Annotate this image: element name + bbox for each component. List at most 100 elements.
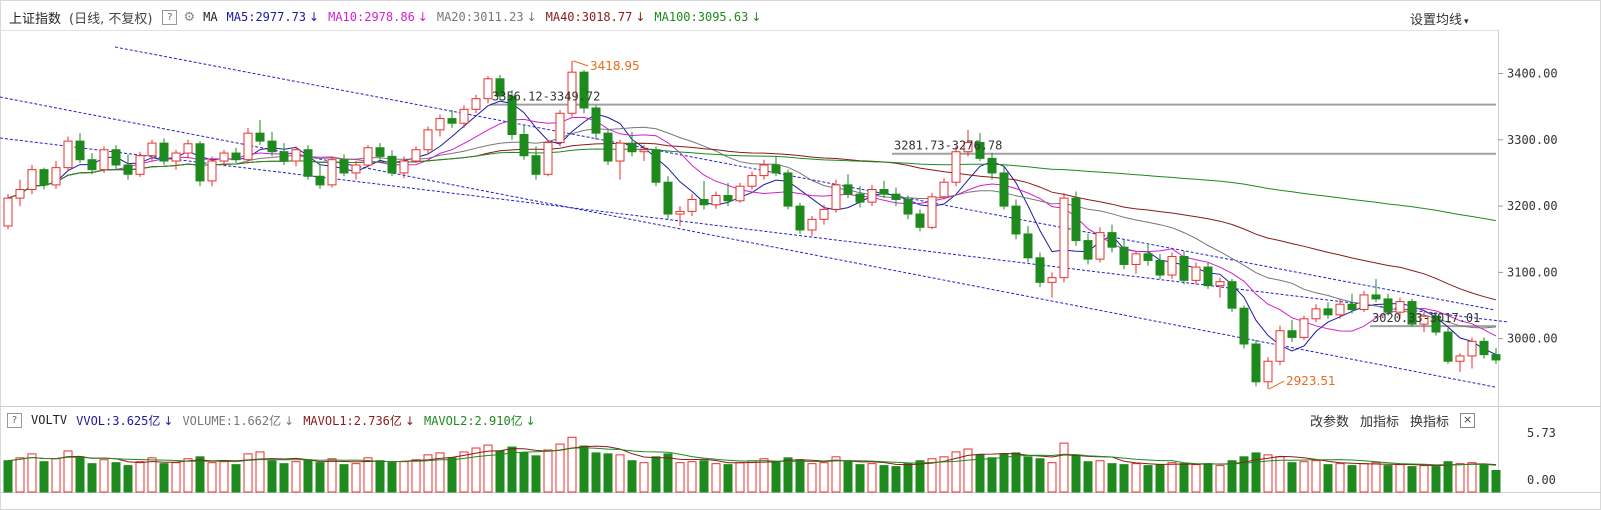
- volume-bar: [111, 462, 121, 493]
- candle-body: [1455, 355, 1465, 362]
- volume-bar: [927, 458, 937, 493]
- candle-body: [1287, 330, 1297, 338]
- candle-body: [555, 112, 565, 143]
- volume-bar: [1119, 464, 1129, 493]
- volume-bar: [267, 460, 277, 493]
- volume-bar: [135, 461, 145, 493]
- candle-body: [1059, 197, 1069, 279]
- candle-body: [1227, 281, 1237, 309]
- candle-body: [1083, 240, 1093, 260]
- volume-tick-label: 0.00: [1527, 473, 1556, 487]
- candle-body: [39, 169, 49, 186]
- channel-line: [114, 46, 1496, 311]
- y-tick-label: 3000.00: [1507, 332, 1558, 346]
- candle-body: [1119, 246, 1129, 265]
- volume-bar: [1167, 462, 1177, 493]
- candle-body: [483, 78, 493, 100]
- volume-bar: [1239, 456, 1249, 493]
- candle-body: [99, 149, 109, 171]
- volume-bar: [183, 458, 193, 493]
- candle-body: [651, 149, 661, 183]
- vol-value-2: MAVOL1:2.736亿: [303, 413, 402, 428]
- candle-body: [1095, 232, 1105, 260]
- candle-body: [399, 160, 409, 174]
- volume-bar: [1095, 460, 1105, 493]
- volume-bar: [531, 455, 541, 493]
- annotation-low: 2923.51: [1286, 374, 1336, 388]
- ma-value-4: MA100:3095.63: [654, 10, 749, 24]
- help-icon[interactable]: ?: [162, 9, 178, 25]
- candle-body: [1383, 298, 1393, 313]
- candle-body: [1443, 331, 1453, 362]
- volume-bar: [915, 460, 925, 493]
- volume-bar: [1443, 461, 1453, 493]
- volume-bar: [1467, 462, 1477, 493]
- candle-body: [831, 184, 841, 210]
- candle-body: [1239, 307, 1249, 345]
- arrow-down-icon: ↓: [284, 413, 295, 428]
- candle-body: [1323, 308, 1333, 316]
- candle-body: [363, 147, 373, 166]
- candle-body: [711, 194, 721, 206]
- candle-body: [567, 71, 577, 114]
- add-indicator-button[interactable]: 加指标: [1360, 415, 1400, 430]
- chevron-down-icon: ▾: [1464, 17, 1469, 27]
- candle-body: [975, 141, 985, 159]
- ma-value-1: MA10:2978.86: [328, 10, 415, 24]
- volume-bar: [579, 445, 589, 493]
- candle-body: [1335, 303, 1345, 316]
- volume-bar: [711, 463, 721, 493]
- gear-icon[interactable]: ⚙: [183, 9, 196, 25]
- volume-bar: [1287, 462, 1297, 493]
- change-params-button[interactable]: 改参数: [1310, 415, 1350, 430]
- candle-body: [1071, 197, 1081, 242]
- candle-body: [531, 155, 541, 175]
- volume-bar: [471, 447, 481, 493]
- volume-bar: [1335, 463, 1345, 493]
- candle-body: [987, 157, 997, 174]
- candle-body: [675, 210, 685, 215]
- vol-value-0: VVOL:3.625亿: [76, 413, 161, 428]
- volume-bar: [1251, 452, 1261, 493]
- volume-bar: [975, 454, 985, 493]
- annotation-arrow: [572, 60, 589, 67]
- volume-bar: [1395, 464, 1405, 493]
- volume-bar: [903, 463, 913, 493]
- volume-bar: [783, 457, 793, 493]
- candle-body: [231, 152, 241, 161]
- volume-bar: [1071, 455, 1081, 493]
- ma-values: MA5:2977.73 ↓ MA10:2978.86 ↓ MA20:3011.23 ↓ MA…: [218, 10, 762, 24]
- candle-body: [435, 118, 445, 131]
- candle-body: [915, 213, 925, 228]
- candle-body: [1299, 318, 1309, 338]
- volume-bar: [435, 452, 445, 493]
- volume-bar: [1023, 456, 1033, 493]
- candle-body: [75, 140, 85, 161]
- candle-body: [963, 141, 973, 153]
- candle-body: [447, 118, 457, 124]
- ma-settings-button[interactable]: 设置均线 ▾: [1410, 9, 1469, 28]
- volume-bar: [1455, 463, 1465, 493]
- volume-bar: [843, 461, 853, 493]
- volume-bar: [243, 453, 253, 493]
- volume-bar: [507, 446, 517, 493]
- switch-indicator-button[interactable]: 换指标: [1410, 415, 1450, 430]
- volume-bar: [1263, 454, 1273, 493]
- close-icon[interactable]: ×: [1460, 413, 1476, 428]
- volume-bar: [963, 448, 973, 493]
- volume-help-icon[interactable]: ?: [7, 412, 22, 428]
- ma-settings-label: 设置均线: [1410, 13, 1463, 28]
- volume-bar: [1371, 462, 1381, 493]
- candle-body: [1167, 255, 1177, 276]
- volume-tick-label: 5.73: [1527, 426, 1556, 440]
- volume-bar: [87, 463, 97, 493]
- moving-average-lines: [7, 100, 1497, 356]
- volume-bar: [1275, 456, 1285, 493]
- y-tick-label: 3400.00: [1507, 67, 1558, 81]
- candle-body: [819, 208, 829, 220]
- volume-bar: [399, 461, 409, 493]
- arrow-down-icon: ↓: [751, 10, 762, 24]
- candle-body: [891, 193, 901, 200]
- candle-body: [867, 189, 877, 203]
